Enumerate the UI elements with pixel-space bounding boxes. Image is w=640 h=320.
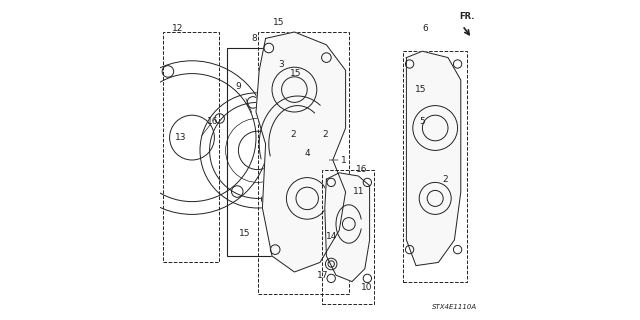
Text: 6: 6 [423,24,428,33]
Text: 8: 8 [252,34,257,43]
Text: FR.: FR. [460,12,475,21]
Bar [227,48,288,256]
Text: 2: 2 [322,130,328,139]
Bar [163,32,219,262]
Text: 15: 15 [415,85,426,94]
Text: 10: 10 [361,284,372,292]
Text: 16: 16 [356,165,367,174]
Text: 5: 5 [420,117,425,126]
Text: 15: 15 [273,18,284,27]
Text: 12: 12 [172,24,183,33]
Text: 2: 2 [290,130,296,139]
Text: 3: 3 [279,60,284,68]
Text: 15: 15 [291,69,301,78]
Text: 15: 15 [239,229,250,238]
Text: 13: 13 [175,133,186,142]
Polygon shape [325,173,370,282]
Text: 14: 14 [326,232,337,241]
Bar [322,170,374,304]
Text: 4: 4 [305,149,310,158]
Text: 1: 1 [341,156,347,164]
Polygon shape [406,51,461,266]
Bar [258,32,349,294]
Text: 2: 2 [442,175,447,184]
Text: 17: 17 [317,271,329,280]
Text: 9: 9 [236,82,241,91]
Text: STX4E1110A: STX4E1110A [432,304,477,310]
Bar [403,51,467,282]
Text: 16: 16 [207,117,218,126]
Polygon shape [256,32,346,272]
Text: 11: 11 [353,188,364,196]
